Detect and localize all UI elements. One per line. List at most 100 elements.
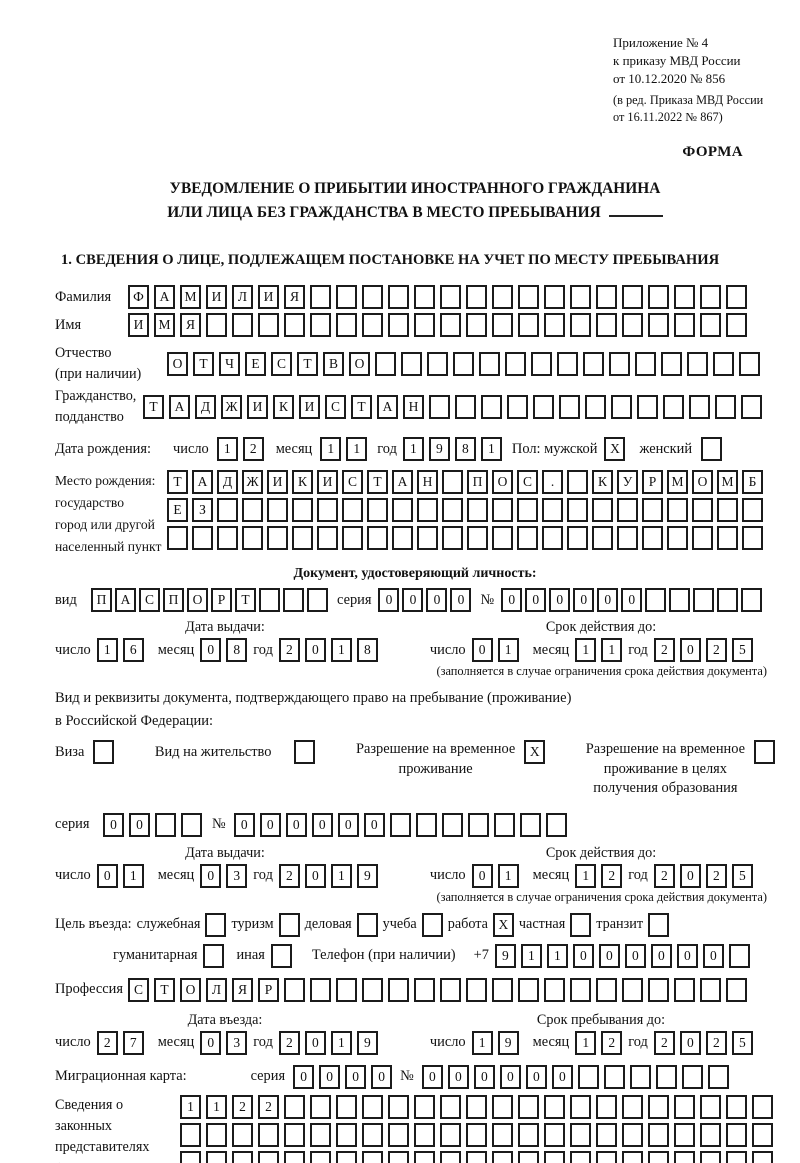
char-cell[interactable]: 0 bbox=[471, 863, 493, 888]
char-cell[interactable]: С bbox=[128, 977, 149, 1002]
char-cell[interactable] bbox=[567, 498, 588, 523]
char-cell[interactable] bbox=[728, 943, 750, 968]
char-cell[interactable] bbox=[567, 470, 588, 495]
char-cell[interactable] bbox=[258, 313, 279, 338]
char-cell[interactable]: 2 bbox=[653, 863, 675, 888]
char-cell[interactable]: Р bbox=[211, 588, 232, 613]
char-cell[interactable]: С bbox=[271, 351, 292, 376]
checkbox-temp-residence-education[interactable] bbox=[753, 740, 775, 765]
char-cell[interactable]: 7 bbox=[122, 1030, 144, 1055]
char-cell[interactable]: 2 bbox=[705, 863, 727, 888]
char-cell[interactable]: 0 bbox=[450, 588, 472, 613]
char-cell[interactable]: 0 bbox=[471, 638, 493, 663]
char-cell[interactable]: 0 bbox=[679, 863, 701, 888]
char-cell[interactable] bbox=[741, 394, 762, 419]
char-cell[interactable] bbox=[167, 526, 188, 551]
char-cell[interactable] bbox=[518, 977, 539, 1002]
char-cell[interactable] bbox=[622, 977, 643, 1002]
char-cell[interactable] bbox=[467, 498, 488, 523]
char-cell[interactable]: А bbox=[392, 470, 413, 495]
char-cell[interactable]: 0 bbox=[371, 1064, 393, 1089]
char-cell[interactable]: 2 bbox=[232, 1094, 253, 1119]
char-cell[interactable] bbox=[689, 394, 710, 419]
char-cell[interactable]: Р bbox=[642, 470, 663, 495]
char-cell[interactable] bbox=[622, 1150, 643, 1163]
char-cell[interactable]: 0 bbox=[259, 812, 281, 837]
char-cell[interactable]: М bbox=[667, 470, 688, 495]
char-cell[interactable] bbox=[674, 1122, 695, 1147]
char-cell[interactable]: 9 bbox=[497, 1030, 519, 1055]
char-cell[interactable]: 0 bbox=[676, 943, 698, 968]
char-cell[interactable] bbox=[481, 394, 502, 419]
char-cell[interactable] bbox=[492, 1094, 513, 1119]
char-cell[interactable] bbox=[570, 313, 591, 338]
char-cell[interactable] bbox=[674, 313, 695, 338]
char-cell[interactable]: У bbox=[617, 470, 638, 495]
char-cell[interactable] bbox=[570, 1094, 591, 1119]
char-cell[interactable] bbox=[596, 313, 617, 338]
char-cell[interactable] bbox=[715, 394, 736, 419]
char-cell[interactable]: Т bbox=[367, 470, 388, 495]
char-cell[interactable]: И bbox=[206, 285, 227, 310]
char-cell[interactable] bbox=[518, 313, 539, 338]
char-cell[interactable] bbox=[392, 526, 413, 551]
char-cell[interactable] bbox=[700, 1150, 721, 1163]
char-cell[interactable]: А bbox=[192, 470, 213, 495]
char-cell[interactable]: В bbox=[323, 351, 344, 376]
char-cell[interactable]: Д bbox=[195, 394, 216, 419]
char-cell[interactable] bbox=[466, 313, 487, 338]
char-cell[interactable] bbox=[687, 351, 708, 376]
char-cell[interactable] bbox=[336, 285, 357, 310]
char-cell[interactable] bbox=[232, 1122, 253, 1147]
char-cell[interactable]: 1 bbox=[330, 1030, 352, 1055]
char-cell[interactable]: А bbox=[154, 285, 175, 310]
char-cell[interactable] bbox=[661, 351, 682, 376]
char-cell[interactable] bbox=[492, 977, 513, 1002]
char-cell[interactable] bbox=[284, 1094, 305, 1119]
checkbox-residence-permit[interactable] bbox=[294, 740, 316, 765]
char-cell[interactable] bbox=[545, 812, 567, 837]
char-cell[interactable] bbox=[401, 351, 422, 376]
char-cell[interactable] bbox=[570, 285, 591, 310]
char-cell[interactable] bbox=[622, 1094, 643, 1119]
char-cell[interactable]: 1 bbox=[330, 638, 352, 663]
char-cell[interactable] bbox=[307, 588, 328, 613]
char-cell[interactable]: М bbox=[717, 470, 738, 495]
char-cell[interactable]: 5 bbox=[731, 638, 753, 663]
char-cell[interactable]: Я bbox=[284, 285, 305, 310]
char-cell[interactable]: 1 bbox=[402, 437, 424, 462]
char-cell[interactable] bbox=[292, 526, 313, 551]
char-cell[interactable]: 8 bbox=[454, 437, 476, 462]
char-cell[interactable] bbox=[726, 313, 747, 338]
char-cell[interactable]: 1 bbox=[575, 638, 597, 663]
char-cell[interactable] bbox=[570, 977, 591, 1002]
char-cell[interactable]: 1 bbox=[520, 943, 542, 968]
char-cell[interactable]: 2 bbox=[258, 1094, 279, 1119]
char-cell[interactable] bbox=[440, 1150, 461, 1163]
char-cell[interactable] bbox=[596, 1122, 617, 1147]
char-cell[interactable]: 0 bbox=[311, 812, 333, 837]
char-cell[interactable]: 1 bbox=[180, 1094, 201, 1119]
char-cell[interactable] bbox=[232, 1150, 253, 1163]
char-cell[interactable]: 1 bbox=[96, 638, 118, 663]
char-cell[interactable]: 0 bbox=[200, 863, 222, 888]
char-cell[interactable] bbox=[492, 526, 513, 551]
char-cell[interactable] bbox=[492, 498, 513, 523]
char-cell[interactable] bbox=[518, 1122, 539, 1147]
char-cell[interactable] bbox=[726, 1094, 747, 1119]
char-cell[interactable] bbox=[648, 1122, 669, 1147]
char-cell[interactable] bbox=[544, 1122, 565, 1147]
char-cell[interactable] bbox=[642, 526, 663, 551]
char-cell[interactable] bbox=[232, 313, 253, 338]
char-cell[interactable] bbox=[317, 526, 338, 551]
char-cell[interactable] bbox=[389, 812, 411, 837]
char-cell[interactable]: О bbox=[167, 351, 188, 376]
char-cell[interactable]: Я bbox=[232, 977, 253, 1002]
char-cell[interactable] bbox=[648, 977, 669, 1002]
char-cell[interactable]: К bbox=[592, 470, 613, 495]
char-cell[interactable] bbox=[388, 285, 409, 310]
char-cell[interactable] bbox=[544, 285, 565, 310]
char-cell[interactable] bbox=[414, 977, 435, 1002]
char-cell[interactable]: 8 bbox=[356, 638, 378, 663]
char-cell[interactable] bbox=[542, 498, 563, 523]
